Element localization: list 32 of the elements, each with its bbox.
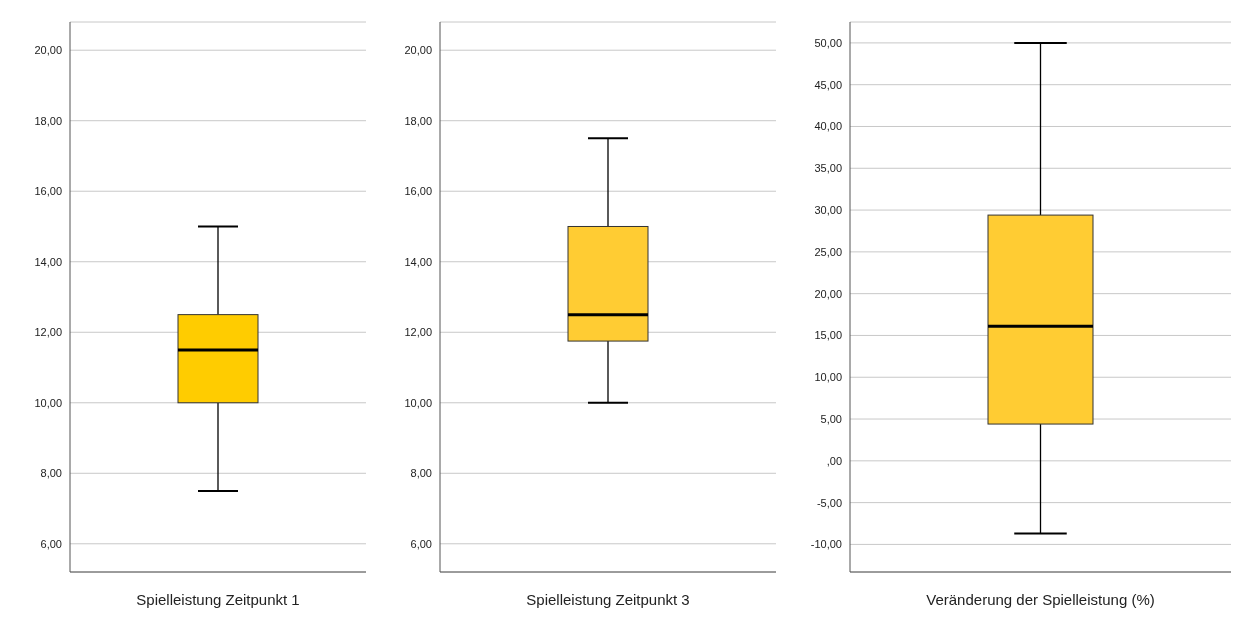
y-tick-label: 20,00 [34, 44, 62, 57]
y-tick-label: 40,00 [814, 120, 842, 133]
y-tick-label: 10,00 [814, 371, 842, 384]
y-tick-label: 14,00 [34, 255, 62, 268]
y-tick-label: 5,00 [820, 412, 842, 425]
y-tick-label: 50,00 [814, 36, 842, 49]
y-tick-label: 20,00 [814, 287, 842, 300]
y-tick-label: 16,00 [404, 185, 432, 198]
y-tick-label: -10,00 [810, 538, 842, 551]
y-tick-label: 6,00 [410, 537, 432, 550]
y-tick-label: 16,00 [34, 185, 62, 198]
y-tick-label: 6,00 [40, 537, 62, 550]
y-tick-label: 20,00 [404, 44, 432, 57]
y-tick-label: -5,00 [816, 496, 842, 509]
y-tick-label: 15,00 [814, 329, 842, 342]
y-tick-label: 35,00 [814, 162, 842, 175]
x-tick-label: Veränderung der Spielleistung (%) [926, 590, 1155, 608]
y-tick-label: 12,00 [404, 326, 432, 339]
y-tick-label: 10,00 [404, 396, 432, 409]
y-tick-label: 30,00 [814, 203, 842, 216]
y-tick-label: 14,00 [404, 255, 432, 268]
y-tick-label: 18,00 [404, 114, 432, 127]
y-tick-label: 10,00 [34, 396, 62, 409]
y-tick-label: ,00 [826, 454, 842, 467]
x-tick-label: Spielleistung Zeitpunkt 1 [136, 590, 300, 608]
y-tick-label: 25,00 [814, 245, 842, 258]
y-tick-label: 8,00 [40, 467, 62, 480]
x-tick-label: Spielleistung Zeitpunkt 3 [526, 590, 690, 608]
y-tick-label: 45,00 [814, 78, 842, 91]
y-tick-label: 18,00 [34, 114, 62, 127]
y-tick-label: 12,00 [34, 326, 62, 339]
y-tick-label: 8,00 [410, 467, 432, 480]
